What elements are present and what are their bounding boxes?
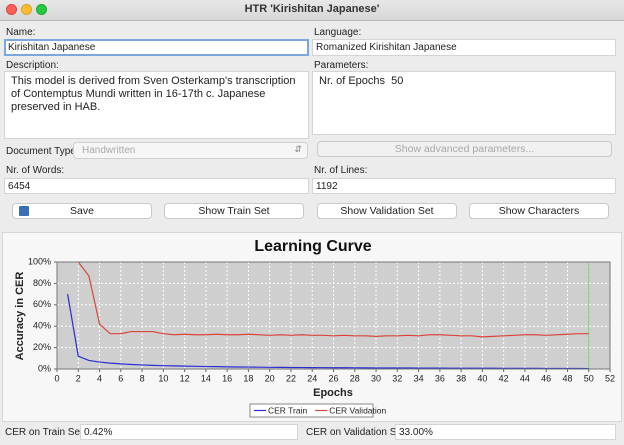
legend-label: CER Train <box>268 405 307 415</box>
lines-input[interactable]: 1192 <box>312 178 616 194</box>
x-tick-label: 16 <box>222 373 232 383</box>
validation-set-button[interactable]: Show Validation Set <box>317 203 457 219</box>
document-type-label: Document Type: <box>6 146 79 157</box>
series-line <box>77 262 589 338</box>
x-tick-label: 28 <box>350 373 360 383</box>
language-label: Language: <box>314 27 362 38</box>
save-button-label: Save <box>70 205 94 217</box>
description-label: Description: <box>6 60 59 71</box>
y-tick-label: 100% <box>28 256 51 266</box>
legend-label: CER Validation <box>329 405 386 415</box>
title-bar: HTR 'Kirishitan Japanese' <box>0 0 624 21</box>
description-input[interactable]: This model is derived from Sven Osterkam… <box>4 71 309 139</box>
parameters-label: Parameters: <box>314 60 369 71</box>
train-cer-label: CER on Train Set: <box>5 427 86 438</box>
x-axis-label: Epochs <box>313 387 353 399</box>
x-tick-label: 40 <box>477 373 487 383</box>
lines-label: Nr. of Lines: <box>314 165 368 176</box>
chart-title: Learning Curve <box>254 238 371 255</box>
x-tick-label: 38 <box>456 373 466 383</box>
x-tick-label: 36 <box>435 373 445 383</box>
x-tick-label: 6 <box>118 373 123 383</box>
save-icon <box>19 206 29 216</box>
document-type-select[interactable]: Handwritten ⇵ <box>73 142 308 159</box>
characters-button[interactable]: Show Characters <box>469 203 609 219</box>
validation-cer-label: CER on Validation Set: <box>306 427 408 438</box>
x-tick-label: 48 <box>562 373 572 383</box>
name-label: Name: <box>6 27 36 38</box>
train-set-button[interactable]: Show Train Set <box>164 203 304 219</box>
select-arrows: ⇵ <box>294 144 302 154</box>
x-tick-label: 12 <box>180 373 190 383</box>
x-tick-label: 26 <box>328 373 338 383</box>
save-button[interactable]: Save <box>12 203 152 219</box>
y-tick-label: 80% <box>33 278 51 288</box>
advanced-parameters-button[interactable]: Show advanced parameters... <box>317 141 612 157</box>
minimize-button[interactable] <box>21 4 32 15</box>
x-tick-label: 22 <box>286 373 296 383</box>
close-button[interactable] <box>6 4 17 15</box>
train-cer-value: 0.42% <box>80 424 298 440</box>
x-tick-label: 52 <box>605 373 615 383</box>
parameters-input[interactable]: Nr. of Epochs 50 <box>312 71 616 135</box>
words-input[interactable]: 6454 <box>4 178 309 194</box>
y-tick-label: 60% <box>33 299 51 309</box>
x-tick-label: 30 <box>371 373 381 383</box>
x-tick-label: 24 <box>307 373 317 383</box>
document-type-value: Handwritten <box>82 145 136 156</box>
x-tick-label: 44 <box>520 373 530 383</box>
x-tick-label: 50 <box>584 373 594 383</box>
legend-box <box>249 403 374 418</box>
x-tick-label: 46 <box>541 373 551 383</box>
x-tick-label: 0 <box>54 373 59 383</box>
x-tick-label: 34 <box>414 373 424 383</box>
y-axis-label: Accuracy in CER <box>14 272 26 361</box>
name-input[interactable]: Kirishitan Japanese <box>4 39 309 56</box>
y-tick-label: 0% <box>38 363 51 373</box>
validation-cer-value: 33.00% <box>395 424 616 440</box>
x-tick-label: 42 <box>499 373 509 383</box>
x-tick-label: 20 <box>265 373 275 383</box>
x-tick-label: 2 <box>76 373 81 383</box>
chart: Learning Curve Accuracy in CER Epochs 0%… <box>14 238 615 418</box>
zoom-button[interactable] <box>36 4 47 15</box>
language-input[interactable]: Romanized Kirishitan Japanese <box>312 39 616 56</box>
x-tick-label: 8 <box>140 373 145 383</box>
words-label: Nr. of Words: <box>6 165 65 176</box>
x-tick-label: 14 <box>201 373 211 383</box>
window-title: HTR 'Kirishitan Japanese' <box>244 3 380 15</box>
x-tick-label: 4 <box>97 373 102 383</box>
y-tick-label: 40% <box>33 321 51 331</box>
plot-border <box>56 261 611 370</box>
x-tick-label: 32 <box>392 373 402 383</box>
series-line <box>67 293 589 369</box>
x-tick-label: 18 <box>243 373 253 383</box>
y-tick-label: 20% <box>33 342 51 352</box>
x-tick-label: 10 <box>158 373 168 383</box>
